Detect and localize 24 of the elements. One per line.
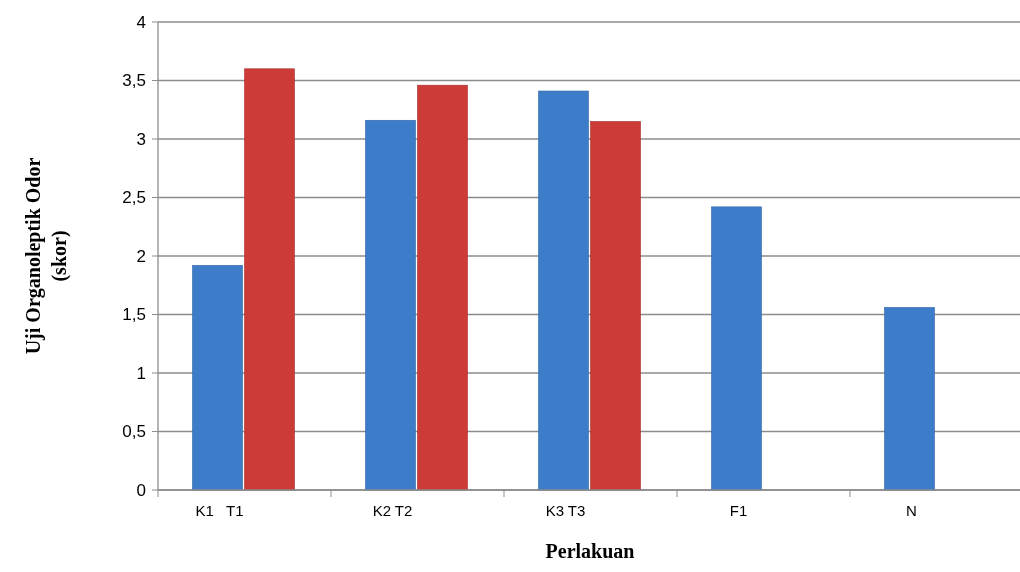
y-tick-label: 3 [136,129,146,149]
bar [590,121,641,491]
y-tick-label: 2,5 [122,188,146,208]
bar [884,307,935,491]
y-axis-title: Uji Organoleptik Odor (skor) [22,157,71,355]
x-tick-label: K2 T2 [372,502,413,519]
x-tick-label: N [906,502,917,519]
bar [711,206,762,491]
y-tick-label: 2 [136,246,146,266]
x-axis-title: Perlakuan [545,540,635,562]
y-tick-label: 1,5 [122,305,146,325]
bar [417,84,468,491]
bar [244,68,295,491]
y-tick-label: 0,5 [122,422,146,442]
x-tick-label: K3 T3 [545,502,586,519]
bar [192,265,243,491]
bar [365,119,416,491]
bar [538,90,589,491]
y-tick-label: 4 [136,12,146,32]
x-tick-label: F1 [729,502,748,519]
x-tick-label: K1 T1 [195,502,244,519]
y-tick-label: 0 [136,480,146,500]
y-tick-label: 3,5 [122,71,146,91]
y-tick-label: 1 [136,363,146,383]
